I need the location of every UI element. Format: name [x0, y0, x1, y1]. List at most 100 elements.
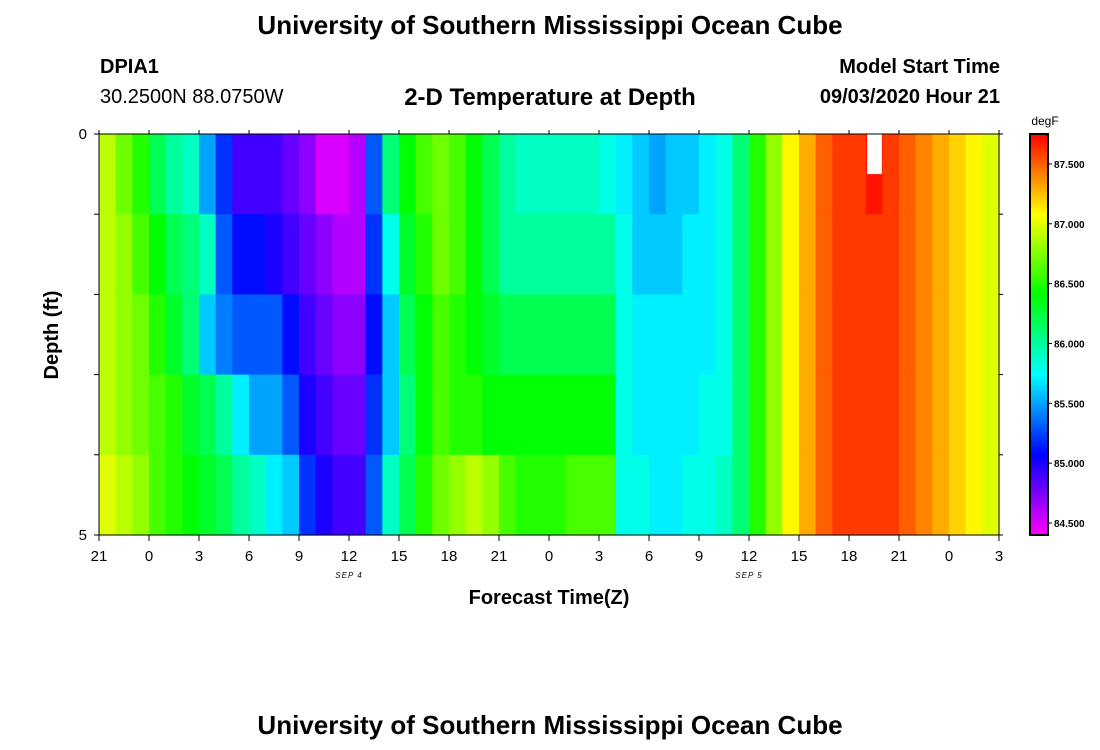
heat-cell: [299, 294, 317, 376]
heat-cell: [782, 294, 800, 376]
heat-cell: [799, 294, 817, 376]
heat-cell: [182, 294, 200, 376]
heat-cell: [549, 134, 567, 215]
heat-cell: [365, 374, 383, 456]
heat-cell: [282, 454, 300, 536]
heat-cell: [349, 374, 367, 456]
heat-cell: [282, 134, 300, 215]
heat-cell: [565, 374, 583, 456]
heat-cell: [949, 454, 967, 536]
x-tick-label: 21: [891, 548, 908, 565]
heat-cell: [632, 294, 650, 376]
heat-cell: [99, 214, 117, 295]
heat-cell: [282, 214, 300, 295]
heat-cell: [949, 294, 967, 376]
data-gap-marker: [867, 134, 882, 175]
heat-cell: [715, 134, 733, 215]
heat-cell: [482, 214, 500, 295]
station-coords: 30.2500N 88.0750W: [100, 86, 284, 108]
heat-cell: [382, 134, 400, 215]
heat-cell: [982, 214, 1000, 295]
heat-cell: [399, 294, 417, 376]
heat-cell: [449, 374, 467, 456]
heat-cell: [265, 454, 283, 536]
heat-cell: [915, 374, 933, 456]
heat-cell: [782, 134, 800, 215]
x-tick-label: 12: [741, 548, 758, 565]
heat-cell: [365, 454, 383, 536]
heat-cell: [299, 454, 317, 536]
heat-cell: [915, 214, 933, 295]
heat-cell: [215, 214, 233, 295]
heat-cell: [232, 454, 250, 536]
heat-cell: [482, 134, 500, 215]
heat-cell: [565, 454, 583, 536]
colorbar-tick-label: 86.000: [1054, 339, 1085, 350]
heat-cell: [582, 374, 600, 456]
x-tick-label: 0: [945, 548, 953, 565]
heat-cell: [665, 214, 683, 295]
heat-cell: [232, 374, 250, 456]
heat-cell: [249, 294, 267, 376]
heat-cell: [432, 454, 450, 536]
heat-cell: [899, 374, 917, 456]
x-axis-label: Forecast Time(Z): [469, 587, 630, 609]
heat-cell: [699, 374, 717, 456]
heat-cell: [932, 454, 950, 536]
x-tick-label: 21: [491, 548, 508, 565]
heat-cell: [149, 294, 167, 376]
heat-cell: [249, 374, 267, 456]
heat-cell: [899, 294, 917, 376]
heat-cell: [765, 294, 783, 376]
heat-cell: [565, 134, 583, 215]
page-title: University of Southern Mississippi Ocean…: [257, 10, 843, 40]
heat-cell: [882, 214, 900, 295]
x-tick-label: 3: [995, 548, 1003, 565]
heat-cell: [532, 374, 550, 456]
heat-cell: [382, 294, 400, 376]
colorbar-tick-label: 84.500: [1054, 519, 1085, 530]
heat-cell: [582, 214, 600, 295]
heat-cell: [149, 134, 167, 215]
heat-cell: [282, 374, 300, 456]
heat-cell: [432, 294, 450, 376]
date-label: SEP 5: [735, 571, 762, 580]
heat-cell: [449, 134, 467, 215]
heat-cell: [149, 214, 167, 295]
heat-cell: [382, 214, 400, 295]
heat-cell: [815, 214, 833, 295]
heat-cell: [715, 294, 733, 376]
y-axis: 05: [79, 126, 1003, 544]
heat-cell: [732, 214, 750, 295]
heat-cell: [415, 214, 433, 295]
heat-cell: [515, 214, 533, 295]
heat-cell: [665, 134, 683, 215]
heat-cell: [199, 214, 217, 295]
heat-cell: [115, 134, 133, 215]
heat-cell: [982, 294, 1000, 376]
heat-cell: [799, 214, 817, 295]
model-start-label: Model Start Time: [839, 56, 1000, 78]
x-tick-label: 6: [645, 548, 653, 565]
y-tick-label: 5: [79, 527, 87, 544]
heat-cell: [349, 294, 367, 376]
heat-cell: [349, 134, 367, 215]
heat-cell: [682, 374, 700, 456]
heat-cell: [415, 454, 433, 536]
heat-cell: [649, 374, 667, 456]
heat-cell: [265, 134, 283, 215]
colorbar-scale: [1029, 133, 1049, 536]
heat-cell: [199, 374, 217, 456]
heat-cell: [215, 294, 233, 376]
heat-cell: [915, 294, 933, 376]
heat-cell: [832, 374, 850, 456]
heat-cell: [199, 134, 217, 215]
x-tick-label: 3: [595, 548, 603, 565]
heat-cell: [949, 134, 967, 215]
x-tick-label: 21: [91, 548, 108, 565]
heat-cell: [299, 374, 317, 456]
heat-cell: [199, 454, 217, 536]
heat-cell: [215, 134, 233, 215]
heat-cell: [132, 374, 150, 456]
heat-cell: [682, 294, 700, 376]
